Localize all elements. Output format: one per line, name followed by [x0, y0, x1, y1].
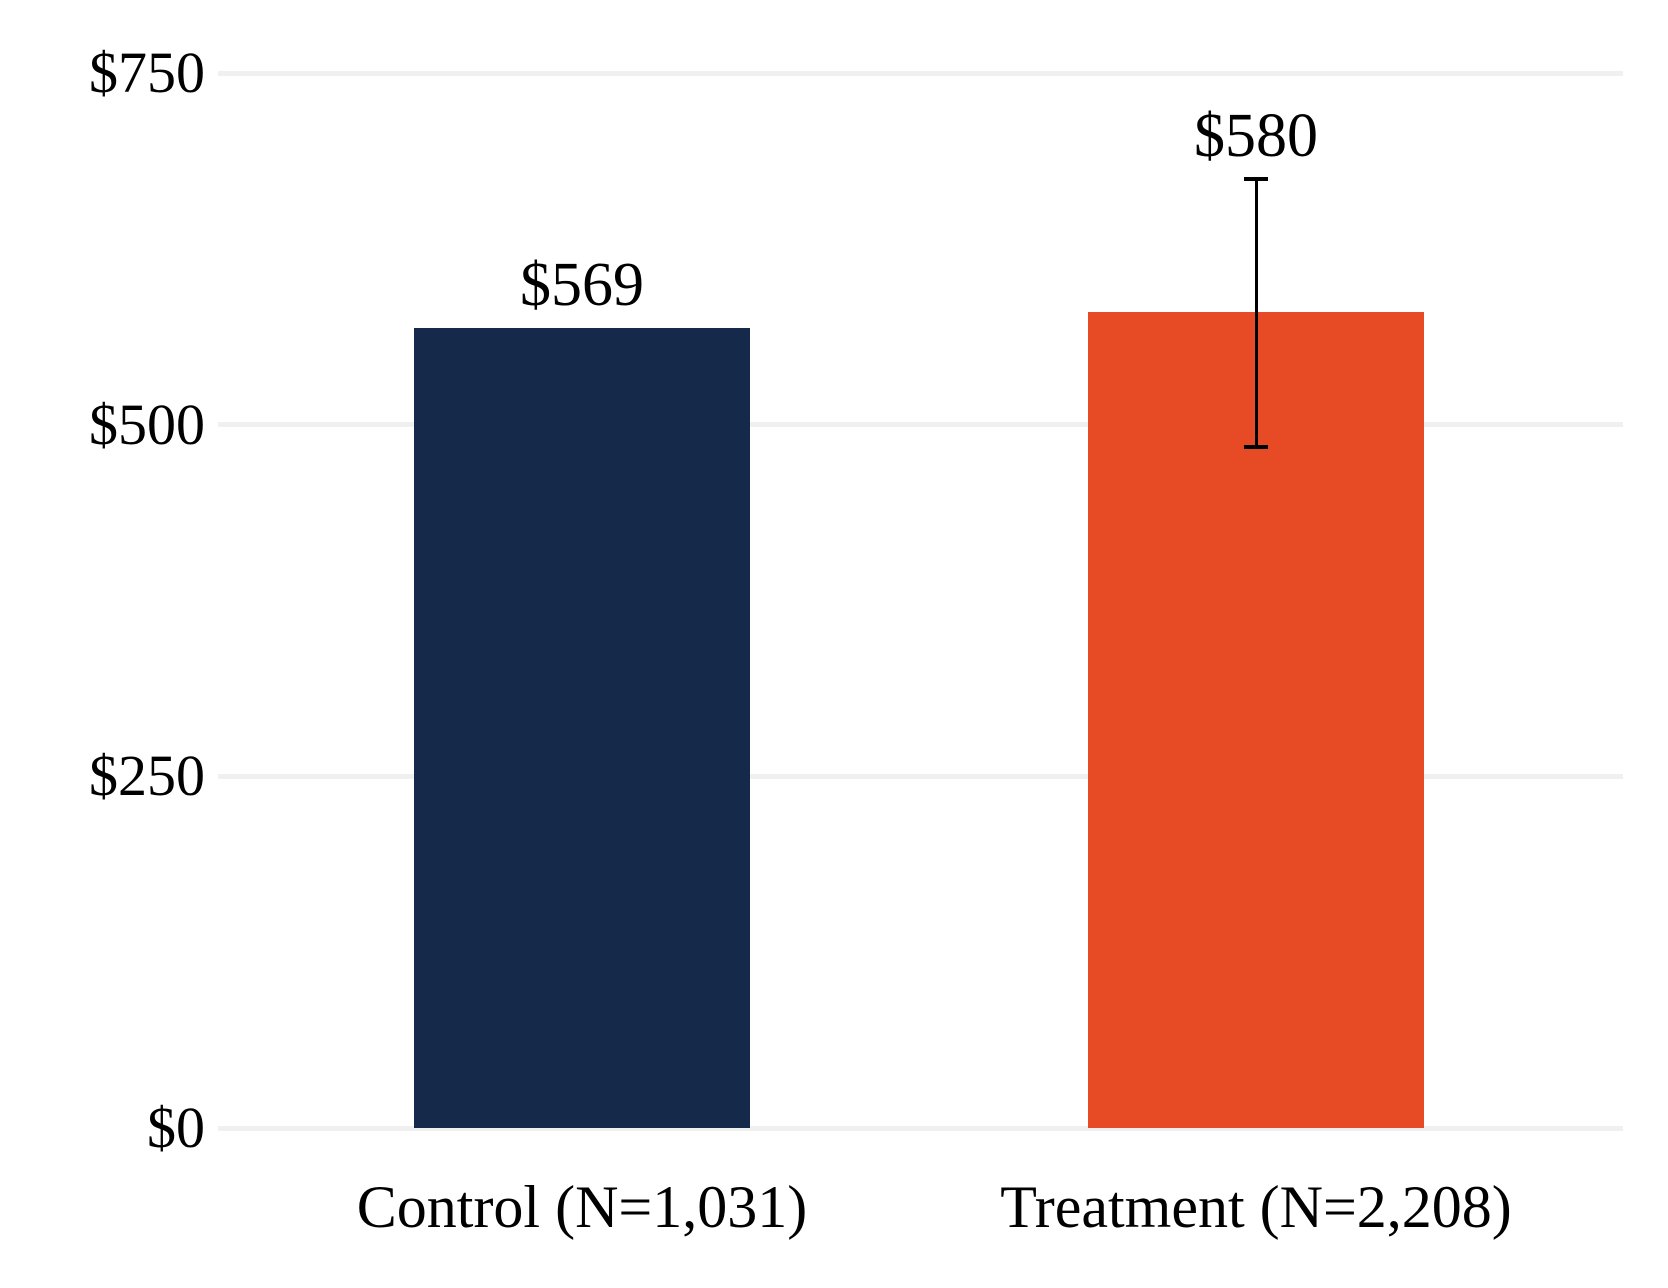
bar-control [414, 327, 750, 1128]
y-tick-label: $750 [89, 40, 205, 105]
gridline-500 [218, 422, 1623, 428]
gridline-0 [218, 1125, 1623, 1131]
error-bar-cap-top [1244, 176, 1268, 181]
gridline-750 [218, 70, 1623, 76]
value-label: $569 [520, 250, 644, 319]
y-tick-label: $500 [89, 391, 205, 457]
x-category-label: Treatment (N=2,208) [1000, 1174, 1512, 1240]
value-label: $580 [1194, 101, 1318, 170]
x-category-label: Control (N=1,031) [356, 1174, 808, 1240]
error-bar-cap-bottom [1244, 445, 1268, 450]
gridline-250 [218, 773, 1623, 779]
y-tick-label: $0 [147, 1095, 205, 1160]
error-bar [1254, 178, 1258, 448]
y-tick-label: $250 [89, 743, 205, 809]
